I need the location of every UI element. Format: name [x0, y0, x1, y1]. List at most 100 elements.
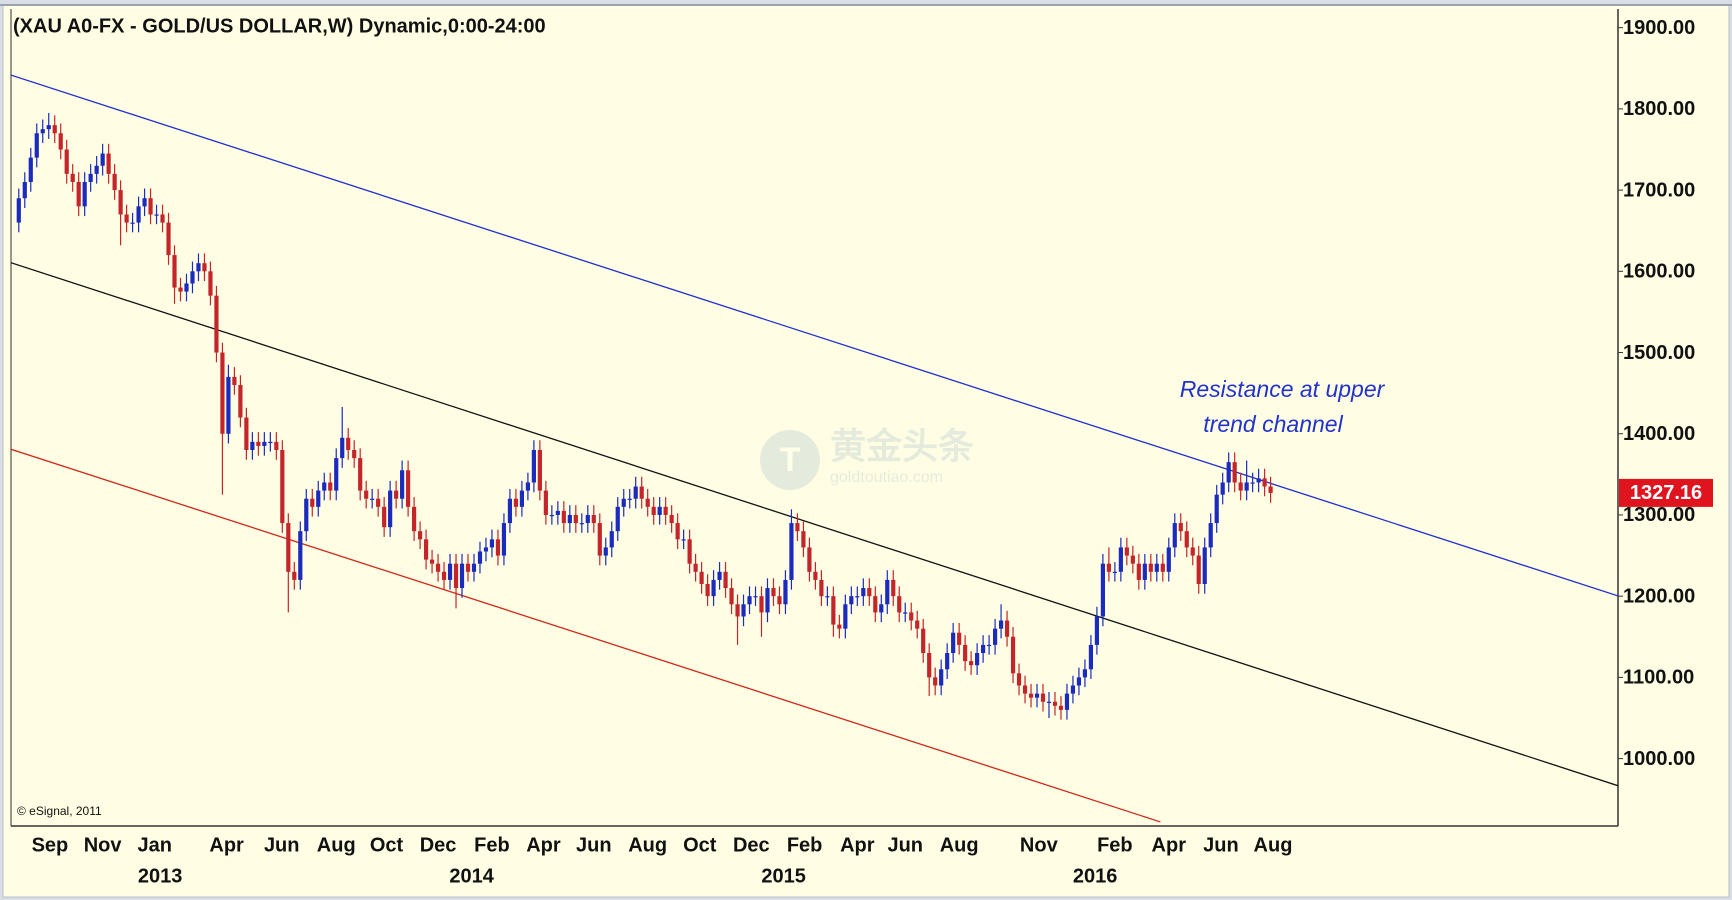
- candle-body: [1130, 555, 1135, 564]
- candle-body: [909, 612, 914, 621]
- axes: 1900.00 1800.00 1700.00 1600.00 1500.00 1400.…: [32, 17, 1713, 887]
- x-tick-label: Oct: [683, 834, 717, 856]
- x-tick-label: Aug: [940, 834, 979, 856]
- candle-body: [292, 571, 297, 580]
- chart-background: [2, 4, 1730, 898]
- candle-body: [753, 596, 758, 598]
- candle-body: [843, 604, 848, 629]
- last-price-box: [1619, 478, 1713, 507]
- candle-body: [184, 283, 189, 292]
- x-tick-label: Jun: [576, 834, 612, 856]
- candle-body: [681, 539, 686, 541]
- candle-body: [861, 588, 866, 597]
- candle-body: [1082, 669, 1088, 678]
- candle-body: [262, 441, 267, 446]
- y-tick-label: 1300.00: [1623, 504, 1695, 526]
- watermark-name: 黄金头条: [830, 426, 974, 467]
- candle-body: [483, 547, 489, 552]
- candle-body: [220, 352, 225, 434]
- candle-body: [705, 583, 710, 597]
- candle-body: [334, 458, 339, 491]
- candle-body: [148, 198, 153, 215]
- candle-body: [1202, 547, 1207, 584]
- candle-body: [1040, 693, 1046, 702]
- candle-body: [981, 644, 986, 654]
- watermark-logo-letter: T: [780, 441, 801, 479]
- x-tick-label: Apr: [526, 834, 561, 856]
- candle-body: [921, 628, 926, 654]
- candle-body: [274, 441, 279, 450]
- candle-body: [1094, 616, 1100, 645]
- candle-body: [555, 510, 560, 515]
- candle-body: [537, 449, 542, 491]
- candle-body: [298, 531, 303, 580]
- candle-body: [1268, 486, 1273, 493]
- candle-body: [531, 449, 536, 483]
- trend-line: [11, 262, 1618, 787]
- candle-body: [232, 376, 237, 386]
- candle-body: [447, 563, 453, 580]
- candle-body: [825, 596, 830, 598]
- candle-body: [609, 531, 614, 548]
- candle-body: [735, 604, 740, 617]
- candle-body: [1010, 636, 1016, 674]
- x-tick-label: Jun: [887, 834, 923, 856]
- candle-body: [435, 563, 441, 572]
- candle-body: [40, 129, 45, 134]
- candle-body: [1088, 644, 1094, 670]
- candle-body: [1058, 705, 1064, 710]
- candle-body: [1166, 547, 1171, 572]
- candle-body: [423, 539, 429, 560]
- x-tick-label: Feb: [474, 834, 510, 856]
- candle-body: [621, 498, 626, 507]
- candle-body: [16, 198, 21, 223]
- candle-body: [633, 486, 638, 499]
- candle-body: [585, 514, 590, 524]
- candle-body: [567, 514, 572, 524]
- candle-body: [1064, 693, 1070, 710]
- candle-body: [1178, 523, 1183, 532]
- candle-body: [813, 571, 818, 580]
- candle-body: [154, 214, 159, 216]
- candle-body: [1028, 693, 1034, 698]
- x-tick-label: Jun: [264, 834, 300, 856]
- candle-body: [268, 441, 273, 444]
- candle-body: [286, 523, 291, 572]
- candle-body: [1232, 462, 1237, 483]
- candle-body: [352, 449, 357, 459]
- candle-body: [897, 596, 902, 613]
- candle-body: [178, 287, 183, 292]
- candle-body: [873, 596, 878, 613]
- candle-body: [849, 596, 854, 605]
- candle-body: [723, 571, 728, 589]
- candle-body: [358, 458, 363, 491]
- y-tick-label: 1600.00: [1623, 261, 1695, 283]
- candle-body: [1052, 701, 1058, 706]
- last-price-label: 1327.16: [1630, 482, 1702, 504]
- candle-body: [573, 514, 578, 524]
- candle-body: [1190, 547, 1195, 556]
- chart-title: (XAU A0-FX - GOLD/US DOLLAR,W) Dynamic,0…: [13, 15, 546, 37]
- candle-body: [453, 563, 459, 589]
- candle-body: [304, 498, 309, 532]
- trend-lines: [11, 74, 1618, 823]
- candle-body: [429, 559, 435, 564]
- candle-body: [388, 490, 393, 528]
- candle-body: [933, 677, 938, 686]
- candle-body: [1112, 571, 1117, 574]
- candle-body: [196, 263, 201, 272]
- y-tick-label: 1400.00: [1623, 423, 1695, 445]
- x-tick-label: Jan: [138, 834, 172, 856]
- candle-body: [711, 579, 716, 597]
- candle-body: [238, 385, 243, 418]
- candle-body: [471, 563, 477, 572]
- candle-body: [597, 523, 602, 556]
- candle-body: [1142, 563, 1147, 580]
- candle-body: [34, 133, 39, 158]
- candle-body: [903, 612, 908, 614]
- candle-body: [94, 165, 99, 174]
- candle-body: [495, 539, 501, 556]
- candle-body: [160, 214, 165, 223]
- candle-body: [76, 181, 81, 207]
- x-year-label: 2013: [138, 865, 183, 887]
